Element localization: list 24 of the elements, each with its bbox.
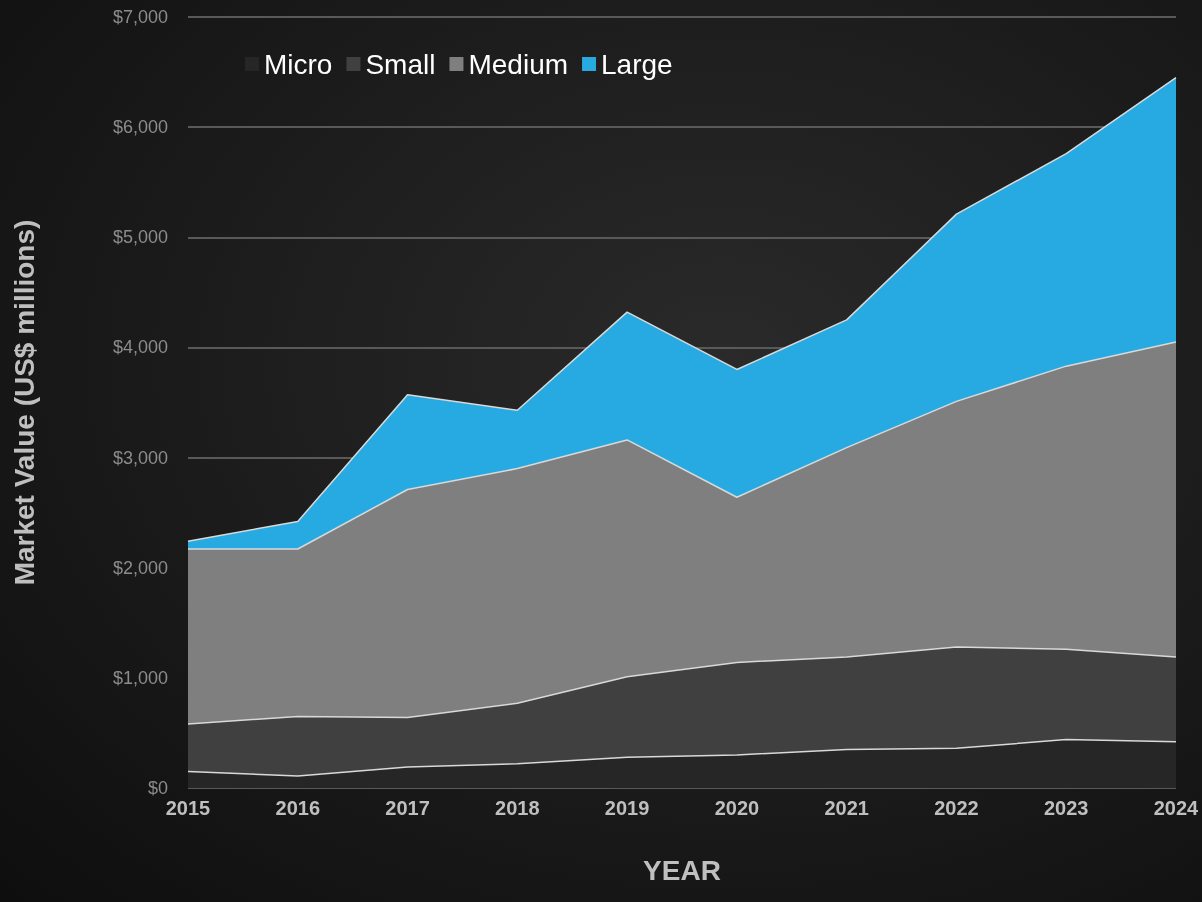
y-tick-label: $6,000 [112,117,168,138]
x-tick-label: 2021 [824,797,869,819]
legend-label: Small [365,48,436,80]
y-tick-label: $5,000 [112,227,168,248]
x-tick-label: 2018 [495,797,540,819]
x-tick-label: 2020 [714,797,760,819]
x-axis-title: YEAR [643,854,721,886]
x-tick-label: 2022 [934,797,979,819]
y-tick-label: $0 [147,778,168,798]
y-axis-title: Market Value (US$ millions) [8,219,40,586]
x-tick-label: 2015 [165,797,211,819]
legend-label: Micro [264,48,333,80]
x-tick-label: 2024 [1153,797,1200,819]
y-tick-label: $7,000 [112,7,168,27]
legend-label: Medium [468,48,569,80]
y-tick-label: $1,000 [112,667,168,688]
x-tick-label: 2017 [385,797,430,819]
x-tick-label: 2023 [1043,797,1089,819]
y-tick-label: $2,000 [112,557,168,578]
x-tick-label: 2019 [604,797,650,819]
y-tick-label: $4,000 [112,337,168,358]
y-tick-label: $3,000 [112,447,168,468]
legend-label: Large [601,48,673,80]
x-tick-label: 2016 [275,797,321,819]
